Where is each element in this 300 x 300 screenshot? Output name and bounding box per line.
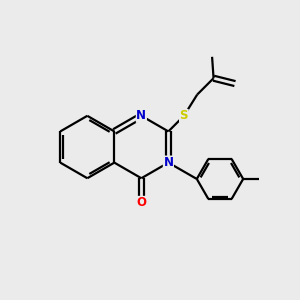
Text: N: N xyxy=(164,156,173,169)
Text: O: O xyxy=(136,196,146,209)
Text: S: S xyxy=(180,110,188,122)
Text: N: N xyxy=(136,109,146,122)
